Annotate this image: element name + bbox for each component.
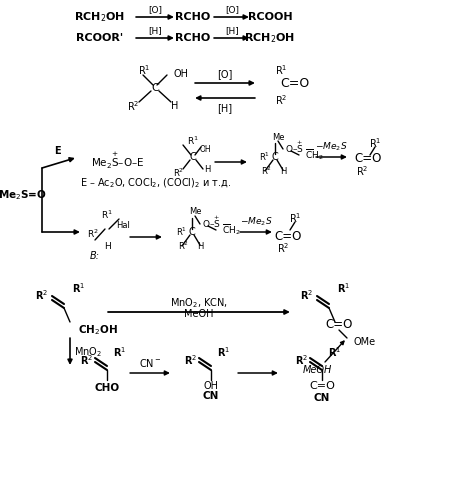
Text: [H]: [H] <box>148 27 162 35</box>
Text: R$^2$: R$^2$ <box>356 164 368 178</box>
Text: [O]: [O] <box>225 5 239 15</box>
Text: H: H <box>171 101 179 111</box>
Text: O–$\overset{+}{\rm S}$: O–$\overset{+}{\rm S}$ <box>285 138 304 156</box>
Text: R$^2$: R$^2$ <box>87 228 99 240</box>
Text: MnO$_2$, KCN,: MnO$_2$, KCN, <box>170 296 228 310</box>
Text: CN$^-$: CN$^-$ <box>139 357 161 369</box>
Text: Hal: Hal <box>116 220 130 229</box>
Text: R$^1$: R$^1$ <box>72 281 85 295</box>
Text: RCOOR': RCOOR' <box>77 33 124 43</box>
Text: B:: B: <box>90 251 100 261</box>
Text: R$^2$: R$^2$ <box>300 288 313 302</box>
Text: H: H <box>280 166 286 175</box>
Text: CHO: CHO <box>95 383 119 393</box>
Text: [O]: [O] <box>148 5 162 15</box>
Text: [H]: [H] <box>225 27 239 35</box>
Text: R$^1$: R$^1$ <box>187 135 199 147</box>
Text: C: C <box>151 83 159 93</box>
Text: R$^1$: R$^1$ <box>101 209 113 221</box>
Text: H: H <box>197 242 203 250</box>
Text: R$^2$: R$^2$ <box>295 353 308 367</box>
Text: Me$_2$S=O: Me$_2$S=O <box>0 188 47 202</box>
Text: OMe: OMe <box>353 337 375 347</box>
Text: RCH$_2$OH: RCH$_2$OH <box>74 10 125 24</box>
Text: R$^2$: R$^2$ <box>277 241 289 255</box>
Text: RCOOH: RCOOH <box>248 12 292 22</box>
Text: OH: OH <box>203 381 219 391</box>
Text: E – Ac$_2$O, COCl$_2$, (COCl)$_2$ и т.д.: E – Ac$_2$O, COCl$_2$, (COCl)$_2$ и т.д. <box>80 176 231 190</box>
Text: R$^2$: R$^2$ <box>261 165 272 177</box>
Text: R$^2$: R$^2$ <box>127 99 139 113</box>
Text: R$^1$: R$^1$ <box>369 136 381 150</box>
Text: $-$Me$_2$S: $-$Me$_2$S <box>240 216 272 228</box>
Text: R$^1$: R$^1$ <box>177 226 188 238</box>
Text: R$^1$: R$^1$ <box>337 281 350 295</box>
Text: R$^1$: R$^1$ <box>289 211 301 225</box>
Text: R$^2$: R$^2$ <box>35 288 48 302</box>
Text: [H]: [H] <box>218 103 232 113</box>
Text: CN: CN <box>203 391 219 401</box>
Text: Me: Me <box>189 208 201 217</box>
Text: MeOH: MeOH <box>184 309 214 319</box>
Text: C=O: C=O <box>325 318 353 330</box>
Text: RCH$_2$OH: RCH$_2$OH <box>244 31 296 45</box>
Text: MnO$_2$: MnO$_2$ <box>74 345 102 359</box>
Text: C=O: C=O <box>355 153 382 165</box>
Text: $\overline{\rm C}$H$_2$: $\overline{\rm C}$H$_2$ <box>305 148 324 163</box>
Text: E: E <box>53 146 60 156</box>
Text: H: H <box>204 164 210 173</box>
Text: [O]: [O] <box>217 69 233 79</box>
Text: R$^2$: R$^2$ <box>80 353 93 367</box>
Text: R$^1$: R$^1$ <box>113 345 126 359</box>
Text: C=O: C=O <box>274 229 301 243</box>
Text: CN: CN <box>314 393 330 403</box>
Text: C: C <box>189 152 196 162</box>
Text: RCHO: RCHO <box>175 33 211 43</box>
Text: R$^2$: R$^2$ <box>275 93 287 107</box>
Text: R$^2$: R$^2$ <box>178 240 189 252</box>
Text: MeOH: MeOH <box>302 365 331 375</box>
Text: OH: OH <box>199 144 211 154</box>
Text: R$^1$: R$^1$ <box>260 151 271 163</box>
Text: R$^1$: R$^1$ <box>274 63 287 77</box>
Text: C: C <box>272 152 278 162</box>
Text: O–$\overset{+}{\rm S}$: O–$\overset{+}{\rm S}$ <box>202 214 221 230</box>
Text: C=O: C=O <box>309 381 335 391</box>
Text: CH$_2$OH: CH$_2$OH <box>78 323 118 337</box>
Text: Me$_2\overset{+}{\rm S}$–O–E: Me$_2\overset{+}{\rm S}$–O–E <box>91 151 145 171</box>
Text: OH: OH <box>173 69 188 79</box>
Text: R$^2$: R$^2$ <box>173 167 184 179</box>
Text: R$^1$: R$^1$ <box>217 345 230 359</box>
Text: R$^1$: R$^1$ <box>328 345 341 359</box>
Text: C=O: C=O <box>280 77 310 89</box>
Text: RCHO: RCHO <box>175 12 211 22</box>
Text: $\overline{\rm C}$H$_2$: $\overline{\rm C}$H$_2$ <box>222 222 241 237</box>
Text: C: C <box>189 227 195 237</box>
Text: H: H <box>104 242 110 250</box>
Text: R$^1$: R$^1$ <box>137 63 150 77</box>
Text: R$^2$: R$^2$ <box>184 353 197 367</box>
Text: $-$Me$_2$S: $-$Me$_2$S <box>315 141 347 153</box>
Text: Me: Me <box>272 133 284 141</box>
